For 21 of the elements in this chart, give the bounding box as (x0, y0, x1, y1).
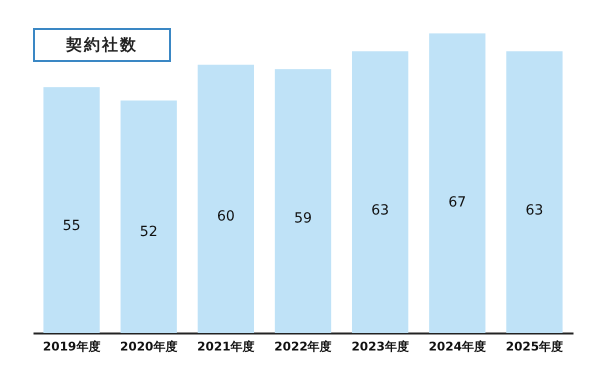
bar (198, 64, 254, 333)
bar (120, 100, 177, 333)
x-tick-label: 2019年度 (42, 340, 100, 354)
bar (43, 87, 100, 333)
x-tick-label: 2022年度 (274, 340, 332, 354)
data-label: 59 (294, 210, 312, 226)
data-label: 63 (526, 202, 544, 219)
x-tick-label: 2025年度 (506, 340, 564, 354)
bar (274, 69, 332, 333)
bar (506, 51, 563, 333)
bar (429, 33, 486, 333)
data-label: 67 (448, 194, 466, 211)
x-tick-label: 2023年度 (351, 340, 409, 354)
x-tick-label: 2021年度 (197, 340, 255, 354)
data-label: 52 (140, 224, 158, 240)
x-tick-label: 2024年度 (428, 340, 486, 354)
x-tick-label: 2020年度 (120, 340, 178, 354)
bar (352, 51, 408, 333)
data-label: 60 (216, 208, 235, 224)
data-label: 63 (371, 202, 390, 219)
data-label: 55 (62, 218, 80, 234)
